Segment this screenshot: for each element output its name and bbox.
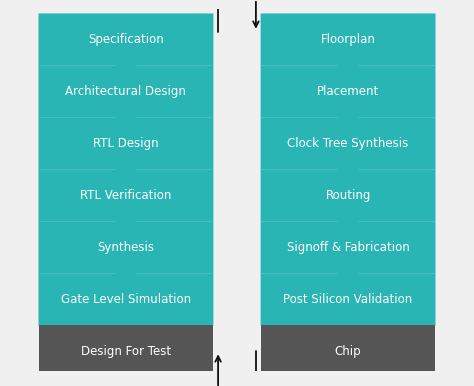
Polygon shape bbox=[261, 221, 436, 285]
Polygon shape bbox=[261, 65, 436, 129]
Polygon shape bbox=[261, 117, 436, 181]
Text: Gate Level Simulation: Gate Level Simulation bbox=[61, 293, 191, 306]
Text: Placement: Placement bbox=[317, 85, 379, 98]
Text: RTL Verification: RTL Verification bbox=[80, 189, 172, 202]
Polygon shape bbox=[38, 221, 213, 285]
Polygon shape bbox=[38, 169, 213, 233]
Polygon shape bbox=[38, 273, 213, 337]
Polygon shape bbox=[261, 325, 436, 378]
Polygon shape bbox=[38, 65, 213, 129]
Text: Synthesis: Synthesis bbox=[98, 241, 155, 254]
Text: RTL Design: RTL Design bbox=[93, 137, 159, 150]
Text: Chip: Chip bbox=[335, 345, 361, 358]
Polygon shape bbox=[38, 325, 213, 378]
Text: Signoff & Fabrication: Signoff & Fabrication bbox=[287, 241, 410, 254]
Text: Floorplan: Floorplan bbox=[320, 33, 375, 46]
Text: Post Silicon Validation: Post Silicon Validation bbox=[283, 293, 413, 306]
Text: Clock Tree Synthesis: Clock Tree Synthesis bbox=[287, 137, 409, 150]
Polygon shape bbox=[38, 14, 213, 78]
Polygon shape bbox=[38, 117, 213, 181]
Polygon shape bbox=[261, 169, 436, 233]
Text: Specification: Specification bbox=[88, 33, 164, 46]
Text: Design For Test: Design For Test bbox=[81, 345, 171, 358]
Text: Architectural Design: Architectural Design bbox=[65, 85, 186, 98]
Polygon shape bbox=[261, 273, 436, 337]
Text: Routing: Routing bbox=[325, 189, 371, 202]
Polygon shape bbox=[261, 14, 436, 78]
